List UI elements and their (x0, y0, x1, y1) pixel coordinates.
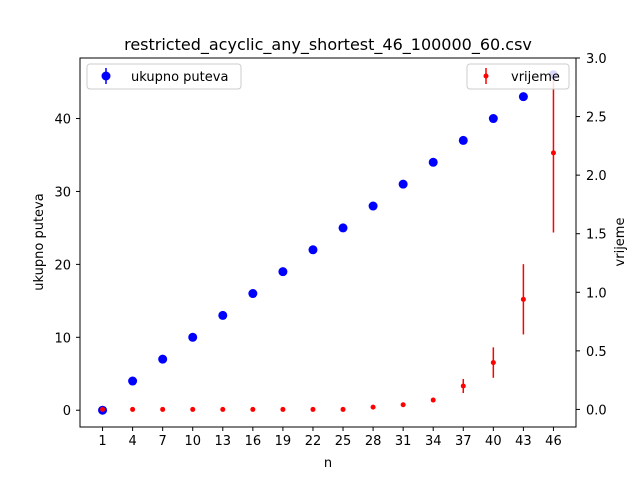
y-right-tick-label: 2.5 (586, 111, 607, 126)
y-right-tick-label: 2.0 (586, 169, 607, 184)
point-ukupno-puteva (278, 267, 288, 277)
legend-right-label: vrijeme (511, 70, 560, 85)
x-tick-label: 28 (365, 434, 382, 449)
x-tick-label: 40 (485, 434, 502, 449)
point-vrijeme (370, 404, 376, 410)
point-vrijeme (100, 406, 106, 412)
point-ukupno-puteva (218, 310, 228, 320)
x-tick-label: 4 (128, 434, 136, 449)
point-vrijeme (400, 402, 406, 408)
point-ukupno-puteva (338, 223, 348, 233)
legend-left-marker (101, 71, 111, 81)
y-right-tick-label: 1.5 (586, 228, 607, 243)
point-vrijeme (490, 360, 496, 366)
x-tick-label: 46 (545, 434, 562, 449)
y-axis-left-label: ukupno puteva (32, 193, 47, 290)
legend-right: vrijeme (466, 63, 570, 90)
x-tick-label: 31 (395, 434, 412, 449)
y-right-tick-label: 0.0 (586, 403, 607, 418)
point-ukupno-puteva (188, 332, 198, 342)
y-left-tick-label: 20 (54, 258, 71, 273)
point-vrijeme (160, 406, 166, 412)
y-left-tick-label: 10 (54, 331, 71, 346)
y-right-tick-label: 3.0 (586, 52, 607, 67)
point-vrijeme (340, 406, 346, 412)
chart-marks (98, 70, 558, 415)
point-ukupno-puteva (308, 245, 318, 255)
point-ukupno-puteva (398, 179, 408, 189)
y-right-tick-label: 1.0 (586, 286, 607, 301)
x-tick-label: 7 (159, 434, 167, 449)
x-axis-label: n (324, 456, 332, 471)
y-right-tick-label: 0.5 (586, 345, 607, 360)
point-vrijeme (430, 397, 436, 403)
point-vrijeme (190, 406, 196, 412)
x-tick-label: 13 (215, 434, 232, 449)
y-axis-left: 0 10 20 30 40 (54, 113, 80, 419)
legend-left: ukupno puteva (86, 63, 242, 90)
point-ukupno-puteva (458, 135, 468, 145)
legend-right-marker (483, 73, 489, 79)
plot-frame (79, 57, 577, 428)
point-ukupno-puteva (428, 157, 438, 167)
y-left-tick-label: 30 (54, 185, 71, 200)
x-tick-label: 10 (184, 434, 201, 449)
point-ukupno-puteva (158, 354, 168, 364)
point-ukupno-puteva (518, 92, 528, 102)
point-vrijeme (310, 406, 316, 412)
y-left-tick-label: 40 (54, 113, 71, 128)
x-tick-label: 34 (425, 434, 442, 449)
x-tick-label: 25 (335, 434, 352, 449)
point-vrijeme (520, 296, 526, 302)
y-axis-right: 0.0 0.5 1.0 1.5 2.0 2.5 3.0 (576, 52, 607, 418)
legend-left-label: ukupno puteva (131, 70, 228, 85)
point-ukupno-puteva (248, 289, 258, 299)
legend-left-box (86, 63, 242, 90)
x-tick-label: 43 (515, 434, 532, 449)
point-vrijeme (220, 406, 226, 412)
point-vrijeme (130, 406, 136, 412)
point-vrijeme (250, 406, 256, 412)
legend-right-box (466, 63, 570, 90)
point-vrijeme (550, 150, 556, 156)
y-axis-right-label: vrijeme (613, 218, 628, 267)
chart-title: restricted_acyclic_any_shortest_46_10000… (124, 35, 532, 55)
point-vrijeme (280, 406, 286, 412)
x-axis: 1 4 7 10 13 16 19 22 25 28 31 34 37 40 43 46 (98, 427, 562, 449)
point-vrijeme (460, 383, 466, 389)
point-ukupno-puteva (128, 376, 138, 386)
point-ukupno-puteva (368, 201, 378, 211)
x-tick-label: 22 (305, 434, 322, 449)
x-tick-label: 16 (245, 434, 262, 449)
y-left-tick-label: 0 (63, 404, 71, 419)
point-ukupno-puteva (488, 114, 498, 124)
x-tick-label: 1 (98, 434, 106, 449)
x-tick-label: 37 (455, 434, 472, 449)
x-tick-label: 19 (275, 434, 292, 449)
plot-area (80, 58, 576, 427)
